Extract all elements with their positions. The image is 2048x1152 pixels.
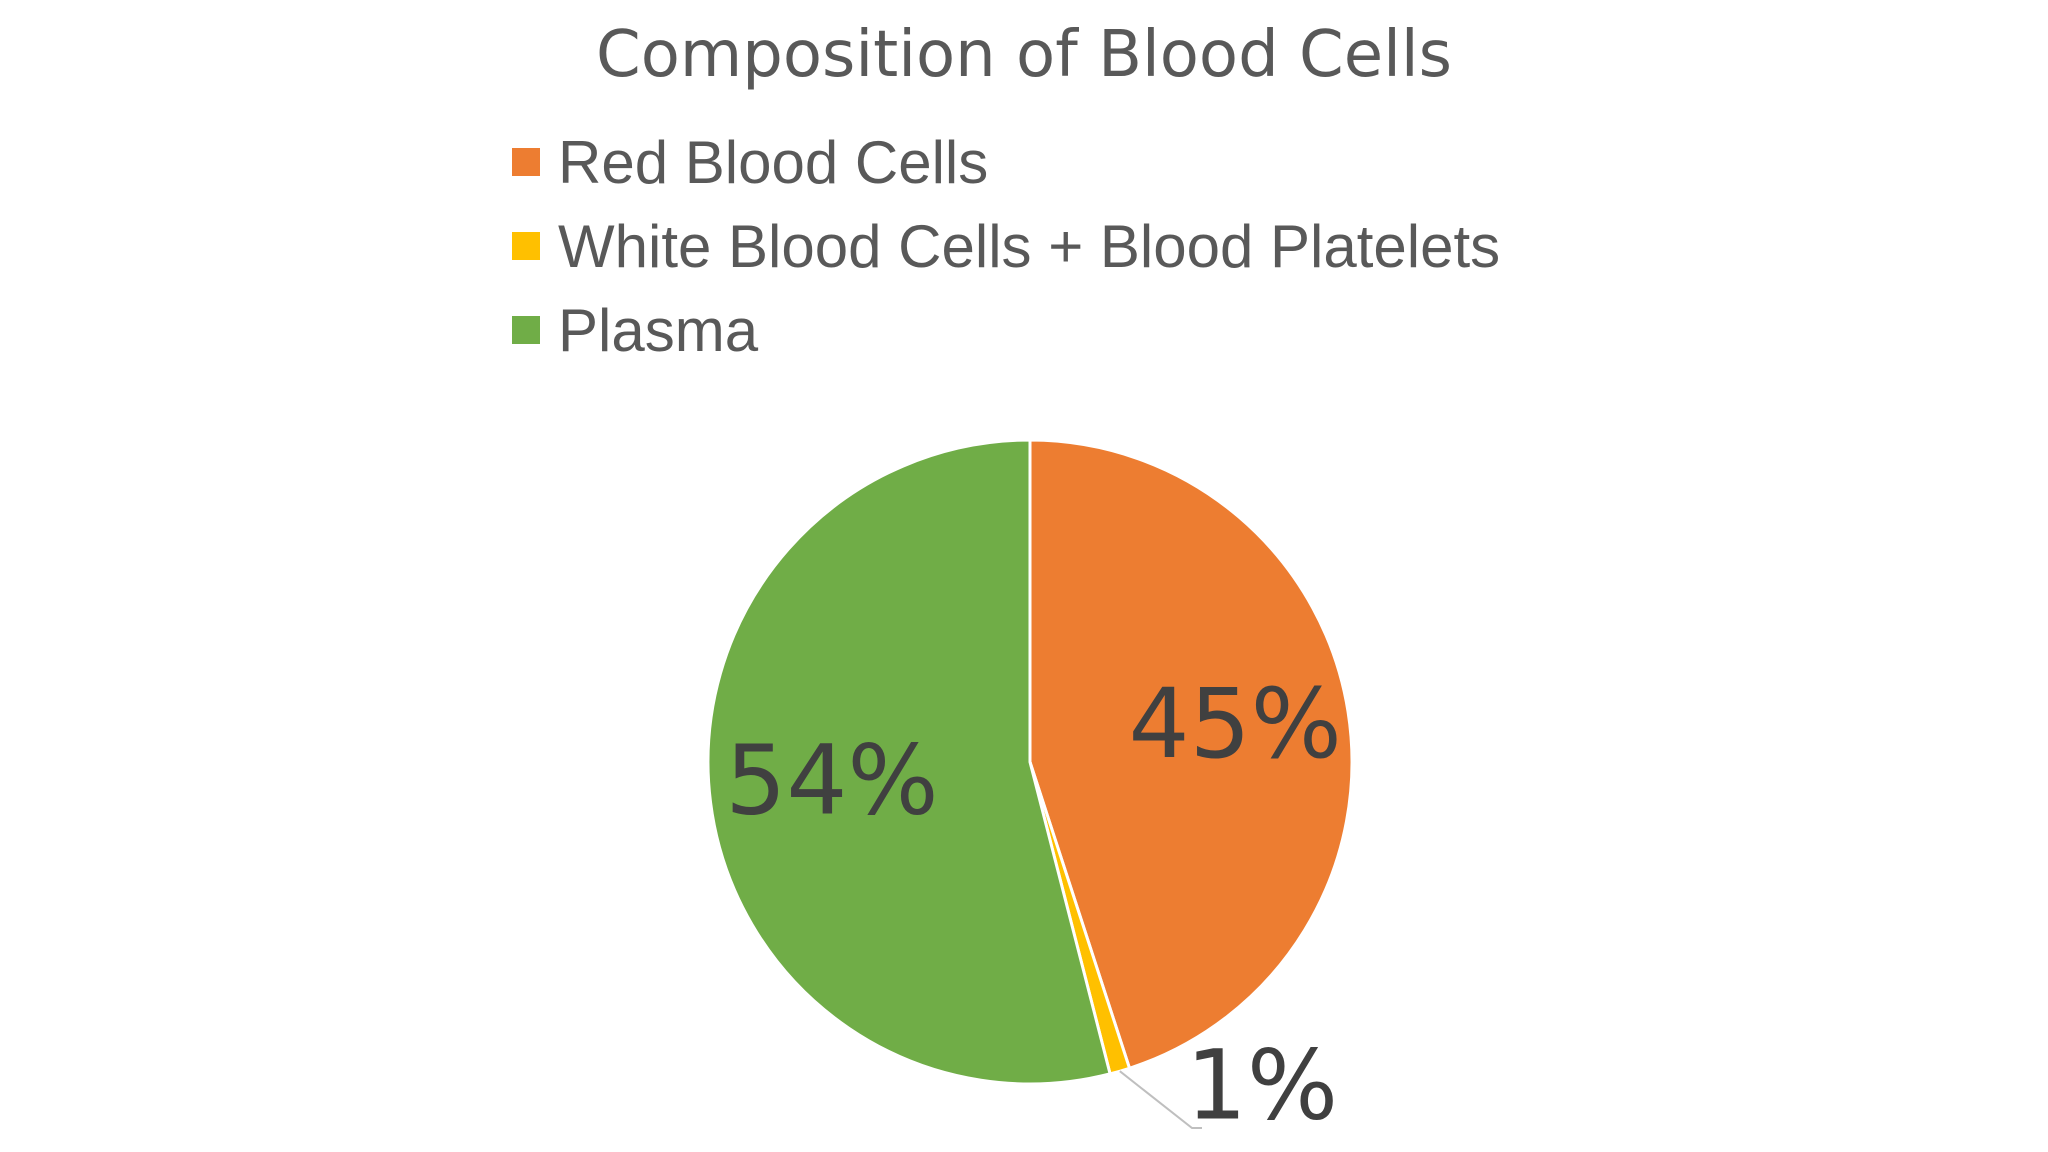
legend-swatch-red-blood-cells (512, 148, 540, 176)
legend-item-white-blood-cells-platelets: White Blood Cells + Blood Platelets (512, 204, 1500, 288)
legend-item-red-blood-cells: Red Blood Cells (512, 120, 1500, 204)
legend: Red Blood Cells White Blood Cells + Bloo… (512, 120, 1500, 372)
chart-title: Composition of Blood Cells (596, 18, 1452, 92)
pie-slice-red-blood-cells (1028, 438, 1354, 1071)
legend-label-white-blood-cells-platelets: White Blood Cells + Blood Platelets (558, 212, 1501, 280)
legend-item-plasma: Plasma (512, 288, 1500, 372)
leader-line-white-blood-cells-platelets (1119, 1070, 1202, 1129)
data-label-plasma: 54% (725, 724, 938, 836)
legend-swatch-plasma (512, 316, 540, 344)
legend-label-red-blood-cells: Red Blood Cells (558, 128, 989, 196)
legend-swatch-white-blood-cells-platelets (512, 232, 540, 260)
data-label-white-blood-cells-platelets: 1% (1186, 1029, 1338, 1141)
pie-slice-plasma (706, 438, 1112, 1086)
data-label-red-blood-cells: 45% (1128, 668, 1341, 780)
legend-label-plasma: Plasma (558, 296, 759, 364)
